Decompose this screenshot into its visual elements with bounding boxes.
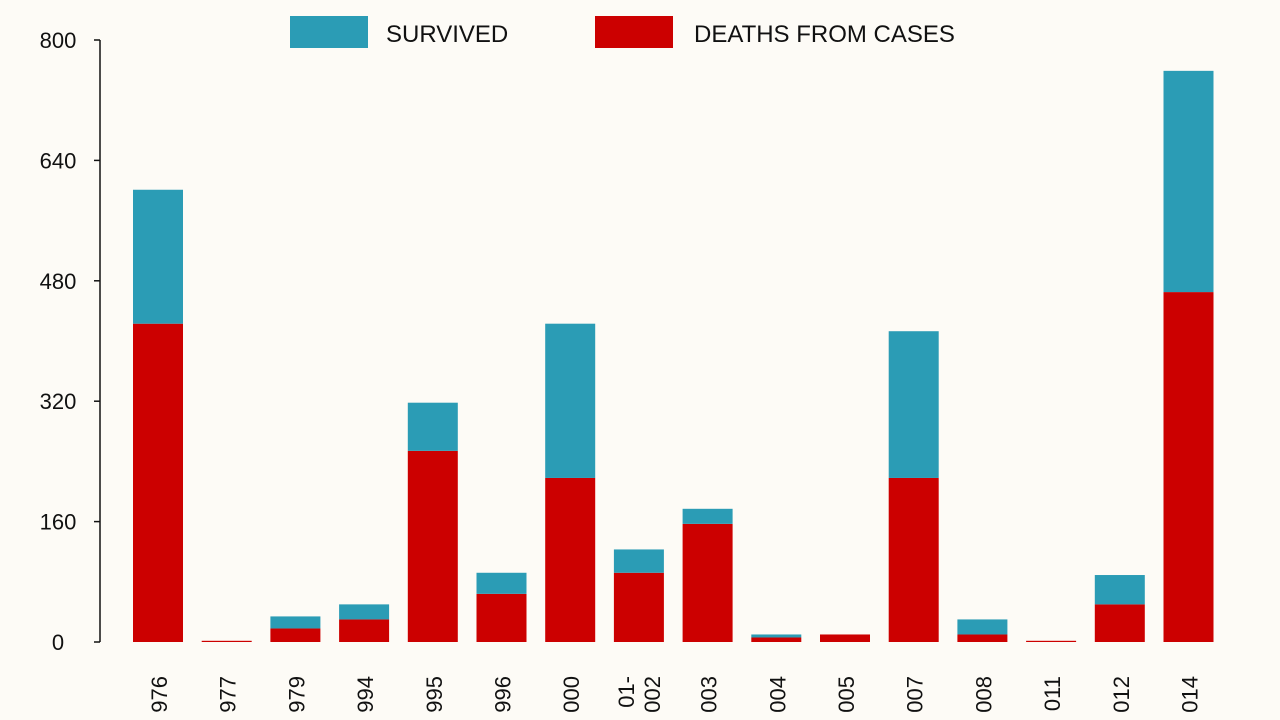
bar-survived-2008 bbox=[957, 619, 1008, 635]
bar-survived-2007 bbox=[888, 331, 939, 478]
x-tick-label: 979 bbox=[284, 676, 309, 713]
bar-survived-1996 bbox=[476, 572, 527, 594]
y-tick-label: 640 bbox=[40, 148, 77, 173]
x-tick-label: 014 bbox=[1178, 676, 1203, 713]
y-tick-label: 160 bbox=[40, 510, 77, 535]
chart-legend: SURVIVED DEATHS FROM CASES bbox=[290, 16, 955, 48]
bar-deaths-from-cases-1995 bbox=[407, 450, 458, 642]
bar-deaths-from-cases-2011 bbox=[1026, 640, 1077, 642]
bar-deaths-from-cases-2000 bbox=[545, 477, 596, 642]
y-tick-label: 480 bbox=[40, 269, 77, 294]
bar-survived-1979 bbox=[270, 616, 321, 629]
x-tick-label: 994 bbox=[353, 676, 378, 713]
x-tick-label: 007 bbox=[903, 676, 928, 713]
bar-deaths-from-cases-2004 bbox=[751, 637, 802, 642]
x-axis: 976 977 979 994 995 996 000 01-002 003 004 005 007 0… bbox=[147, 676, 1203, 713]
x-tick-label: 008 bbox=[971, 676, 996, 713]
bar-deaths-from-cases-1977 bbox=[201, 640, 252, 642]
bar-survived-1976 bbox=[133, 189, 183, 324]
y-tick-label: 0 bbox=[52, 630, 64, 655]
bar-survived-1995 bbox=[407, 402, 458, 451]
bar-deaths-from-cases-2005 bbox=[820, 634, 870, 642]
legend-swatch-deaths-from-cases bbox=[595, 16, 673, 48]
bar-deaths-from-cases-2001-2002 bbox=[613, 572, 664, 642]
legend-label-survived: SURVIVED bbox=[386, 21, 508, 48]
bar-survived-2001-2002 bbox=[613, 549, 664, 573]
y-tick-label: 320 bbox=[40, 389, 77, 414]
x-tick-label: 011 bbox=[1040, 676, 1065, 711]
x-tick-label: 003 bbox=[697, 676, 722, 713]
x-tick-label: 005 bbox=[834, 676, 859, 713]
legend-label-deaths-from-cases: DEATHS FROM CASES bbox=[694, 21, 955, 48]
bar-survived-2000 bbox=[545, 323, 596, 478]
x-tick-label: 000 bbox=[559, 676, 584, 713]
x-tick-label: 995 bbox=[422, 676, 447, 713]
bar-deaths-from-cases-1976 bbox=[133, 323, 183, 642]
bar-survived-2014 bbox=[1163, 70, 1214, 293]
bar-survived-2012 bbox=[1094, 575, 1145, 605]
x-tick-label: 976 bbox=[147, 676, 172, 713]
bar-survived-1994 bbox=[339, 604, 390, 620]
x-tick-label: 012 bbox=[1109, 676, 1134, 713]
bar-deaths-from-cases-2008 bbox=[957, 634, 1008, 642]
x-tick-label: 977 bbox=[216, 676, 241, 713]
bar-deaths-from-cases-1994 bbox=[339, 619, 390, 642]
y-tick-label: 800 bbox=[40, 28, 77, 53]
bar-deaths-from-cases-2003 bbox=[682, 523, 733, 642]
bars-group bbox=[133, 70, 1214, 642]
x-tick-label: 01-002 bbox=[614, 676, 665, 713]
bar-deaths-from-cases-1996 bbox=[476, 593, 527, 642]
bar-survived-2003 bbox=[682, 508, 733, 524]
x-tick-label: 996 bbox=[491, 676, 516, 713]
bar-deaths-from-cases-2012 bbox=[1094, 604, 1145, 642]
bar-deaths-from-cases-2014 bbox=[1163, 292, 1214, 642]
x-tick-label: 004 bbox=[765, 676, 790, 713]
bar-deaths-from-cases-2007 bbox=[888, 477, 939, 642]
y-axis: 0 160 320 480 640 800 bbox=[40, 28, 101, 655]
bar-deaths-from-cases-1979 bbox=[270, 628, 321, 642]
legend-swatch-survived bbox=[290, 16, 368, 48]
bar-survived-2004 bbox=[751, 634, 802, 638]
